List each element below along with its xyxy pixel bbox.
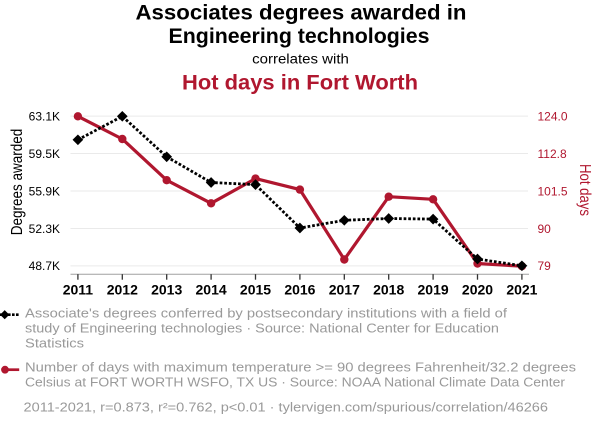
svg-text:Celsius at FORT WORTH WSFO, TX: Celsius at FORT WORTH WSFO, TX US · Sour… xyxy=(25,375,566,390)
svg-text:59.5K: 59.5K xyxy=(29,147,60,161)
svg-text:2013: 2013 xyxy=(151,282,182,298)
svg-text:101.5: 101.5 xyxy=(538,184,568,198)
svg-text:2012: 2012 xyxy=(107,282,138,298)
svg-text:90: 90 xyxy=(538,222,552,236)
svg-text:Degrees awarded: Degrees awarded xyxy=(9,129,26,235)
svg-text:2020: 2020 xyxy=(462,282,493,298)
svg-text:Hot days: Hot days xyxy=(576,164,593,216)
svg-text:study of Engineering technolog: study of Engineering technologies · Sour… xyxy=(25,321,499,336)
svg-text:63.1K: 63.1K xyxy=(29,109,60,123)
svg-text:2019: 2019 xyxy=(418,282,449,298)
svg-text:2015: 2015 xyxy=(240,282,271,298)
svg-text:2011: 2011 xyxy=(63,282,94,298)
svg-text:2018: 2018 xyxy=(373,282,404,298)
svg-text:Number of days with maximum te: Number of days with maximum temperature … xyxy=(25,360,577,375)
svg-text:Associate's degrees conferred: Associate's degrees conferred by postsec… xyxy=(25,306,507,321)
svg-text:2017: 2017 xyxy=(329,282,360,298)
svg-text:52.3K: 52.3K xyxy=(29,222,60,236)
svg-text:2014: 2014 xyxy=(196,282,227,298)
svg-text:112.8: 112.8 xyxy=(538,147,567,161)
svg-text:correlates with: correlates with xyxy=(252,51,349,66)
svg-text:Engineering technologies: Engineering technologies xyxy=(169,25,430,48)
svg-text:79: 79 xyxy=(538,259,552,273)
svg-text:Hot days in Fort Worth: Hot days in Fort Worth xyxy=(182,71,418,95)
svg-text:2021: 2021 xyxy=(506,282,537,298)
svg-text:2016: 2016 xyxy=(284,282,315,298)
svg-text:55.9K: 55.9K xyxy=(29,184,60,198)
svg-text:48.7K: 48.7K xyxy=(29,259,60,273)
svg-text:124.0: 124.0 xyxy=(538,109,568,123)
svg-text:Associates degrees awarded in: Associates degrees awarded in xyxy=(136,2,467,25)
svg-text:2011-2021, r=0.873, r²=0.762,: 2011-2021, r=0.873, r²=0.762, p<0.01 · t… xyxy=(24,399,549,414)
svg-text:Statistics: Statistics xyxy=(25,336,85,351)
